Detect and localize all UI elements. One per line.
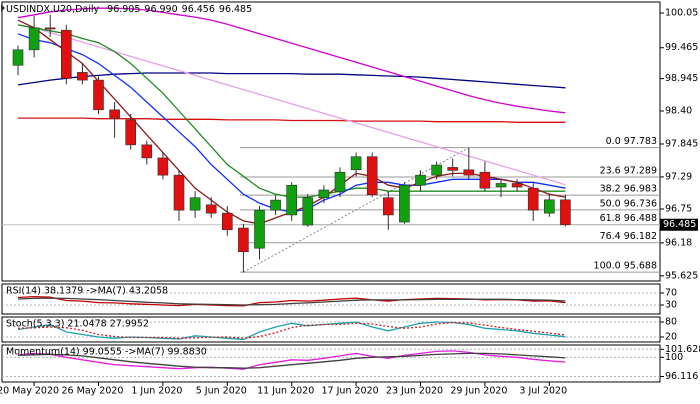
candle-body — [157, 157, 169, 176]
y-tick-label: 98.40 — [665, 105, 692, 116]
fib-level-label: 100.0 95.688 — [594, 261, 657, 272]
candle-body — [77, 72, 88, 81]
indicator-line — [17, 352, 566, 369]
candle-body — [431, 164, 442, 176]
candle-body — [543, 199, 555, 214]
candle-body — [302, 197, 314, 226]
y-tick-label: 96.18 — [665, 237, 692, 248]
y-tick-label: 80 — [665, 317, 677, 328]
candle-body — [141, 144, 153, 159]
candle-body — [399, 184, 410, 223]
y-tick-label: 101.6286 — [665, 344, 700, 355]
candle-body — [28, 27, 40, 51]
moving-average-line — [18, 117, 566, 123]
fib-level-label: 23.6 97.289 — [600, 165, 657, 176]
y-tick-label: 100 — [665, 352, 683, 363]
ohlc-value: 96.905 — [107, 4, 140, 15]
chart-header: USDINDX.U20,Daily 96.905 96.990 96.456 96.48… — [6, 4, 252, 15]
candle-body — [93, 79, 104, 111]
x-tick-label: 5 Jun 2020 — [196, 386, 247, 397]
candle-body — [495, 183, 507, 188]
ohlc-value: 96.990 — [144, 4, 177, 15]
candle-body — [415, 174, 426, 186]
moving-average-line — [17, 7, 566, 114]
fib-level-label: 38.2 96.983 — [600, 184, 657, 195]
candle-body — [527, 187, 539, 211]
candle-body — [173, 174, 185, 211]
y-tick-label: 100.05 — [665, 7, 698, 18]
candle-body — [560, 199, 571, 226]
y-tick-label: 98.945 — [665, 73, 698, 84]
candle-body — [366, 156, 378, 196]
candle-body — [463, 169, 475, 176]
x-tick-label: 1 Jun 2020 — [131, 386, 182, 397]
ohlc-value: 96.456 — [182, 4, 215, 15]
candle-body — [350, 156, 362, 171]
y-tick-label: 70 — [665, 288, 677, 299]
x-tick-label: 3 Jul 2020 — [519, 386, 567, 397]
candle-body — [447, 167, 459, 171]
candle-body — [286, 184, 298, 216]
x-tick-label: 11 Jun 2020 — [257, 386, 314, 397]
header-marker — [1, 4, 5, 12]
moving-average-line — [17, 24, 566, 186]
fib-level-label: 50.0 96.736 — [600, 198, 657, 209]
x-tick-label: 26 May 2020 — [62, 386, 124, 397]
candle-body — [479, 171, 491, 189]
candle-body — [318, 189, 330, 199]
panel-frame — [1, 1, 661, 282]
fib-trend-line — [243, 147, 470, 273]
y-tick-label: 20 — [665, 332, 677, 343]
indicator-title: Momentum(14) 99.0555 ->MA(7) 99.8830 — [6, 347, 207, 358]
candle-body — [334, 171, 346, 193]
candle-body — [125, 119, 136, 146]
candle-body — [205, 204, 217, 214]
y-tick-label: 97.29 — [665, 171, 692, 182]
y-tick-label: 95.625 — [665, 270, 698, 281]
candle-body — [238, 227, 249, 253]
x-tick-label: 17 Jun 2020 — [322, 386, 379, 397]
y-tick-label: 30 — [665, 300, 677, 311]
candle-body — [254, 209, 265, 249]
candle-body — [44, 27, 56, 30]
panel-frame — [1, 344, 661, 383]
y-tick-label: 99.465 — [665, 42, 698, 53]
indicator-line — [17, 297, 566, 306]
candle-body — [189, 197, 201, 211]
last-price-label: 96.485 — [663, 219, 696, 230]
panel-frame — [1, 316, 661, 343]
indicator-title: Stoch(5,3,3) 21.0478 27.9952 — [6, 319, 149, 330]
x-tick-label: 23 Jun 2020 — [386, 386, 443, 397]
candle-body — [511, 183, 523, 188]
moving-average-line — [17, 72, 566, 89]
indicator-line — [17, 321, 566, 341]
candle-body — [222, 212, 233, 231]
fib-level-label: 61.8 96.488 — [600, 213, 657, 224]
x-tick-label: 29 Jun 2020 — [450, 386, 507, 397]
fib-level-label: 0.0 97.783 — [606, 136, 657, 147]
y-tick-label: 96.116 — [665, 371, 698, 382]
candle-body — [382, 197, 394, 216]
candle-body — [109, 109, 120, 119]
candle-body — [12, 49, 24, 66]
indicator-title: RSI(14) 38.1379 ->MA(7) 43.2058 — [6, 286, 168, 297]
y-tick-label: 97.845 — [665, 138, 698, 149]
fib-level-label: 76.4 96.182 — [600, 231, 657, 242]
panel-frame — [1, 283, 661, 315]
indicator-line — [17, 321, 566, 339]
candle-body — [60, 29, 72, 79]
y-tick-label: 96.75 — [665, 204, 692, 215]
last-price-badge — [660, 218, 698, 231]
x-tick-label: 20 May 2020 — [0, 386, 59, 397]
ohlc-value: 96.485 — [219, 4, 252, 15]
candle-body — [270, 199, 281, 211]
symbol: USDINDX.U20,Daily — [6, 4, 100, 15]
